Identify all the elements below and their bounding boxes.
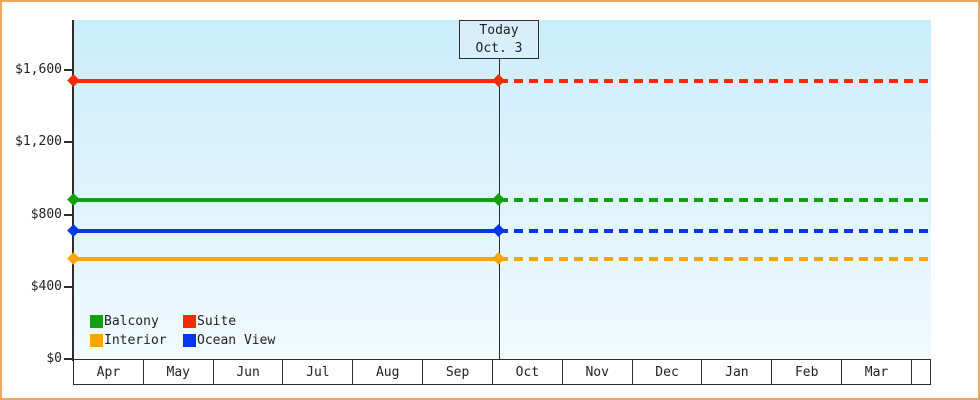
y-axis-tick-mark — [64, 286, 72, 288]
series-line-suite-solid — [74, 79, 499, 83]
series-line-ocean-view-solid — [74, 229, 499, 233]
y-axis-tick-mark — [64, 69, 72, 71]
y-axis-tick-label: $1,600 — [15, 62, 62, 77]
month-cell: Jan — [701, 360, 771, 384]
legend: Balcony Suite Interior Ocean View — [90, 312, 275, 350]
y-axis-tick-mark — [64, 214, 72, 216]
legend-swatch-ocean-view — [183, 334, 196, 347]
y-axis-tick-label: $1,200 — [15, 134, 62, 149]
plot-area — [74, 20, 931, 360]
month-cell: Apr — [73, 360, 143, 384]
x-axis-month-band: Apr May Jun Jul Aug Sep Oct Nov Dec Jan Feb Mar — [73, 360, 931, 385]
month-cell: Nov — [561, 360, 632, 384]
legend-label: Ocean View — [197, 333, 276, 348]
series-line-interior-dashed — [499, 257, 931, 261]
month-cell: May — [142, 360, 213, 384]
y-axis-tick-mark — [64, 141, 72, 143]
y-axis-tick-mark — [64, 358, 72, 360]
month-cell: Dec — [631, 360, 702, 384]
series-line-balcony-dashed — [499, 198, 931, 202]
legend-swatch-interior — [90, 334, 103, 347]
today-vertical-line — [499, 58, 500, 360]
legend-item-ocean-view: Ocean View — [183, 331, 275, 350]
legend-label: Suite — [197, 314, 237, 329]
month-cell-partial — [910, 360, 930, 384]
series-line-ocean-view-dashed — [499, 229, 931, 233]
legend-item-interior: Interior — [90, 331, 183, 350]
today-annotation-box: Today Oct. 3 — [459, 20, 539, 59]
today-date-label: Oct. 3 — [475, 41, 523, 56]
month-cell: Oct — [491, 360, 562, 384]
legend-item-balcony: Balcony — [90, 312, 183, 331]
month-cell: Jul — [282, 360, 352, 384]
month-cell: Aug — [352, 360, 422, 384]
today-label: Today — [479, 23, 519, 38]
series-line-interior-solid — [74, 257, 499, 261]
series-line-balcony-solid — [74, 198, 499, 202]
y-axis-tick-label: $800 — [30, 207, 62, 222]
month-cell: Jun — [212, 360, 283, 384]
y-axis-line — [72, 20, 74, 361]
legend-swatch-suite — [183, 315, 196, 328]
month-cell: Feb — [771, 360, 841, 384]
month-cell: Sep — [422, 360, 492, 384]
y-axis-tick-label: $400 — [30, 279, 62, 294]
legend-label: Interior — [104, 333, 167, 348]
y-axis-tick-label: $0 — [46, 351, 62, 366]
legend-item-suite: Suite — [183, 312, 275, 331]
legend-swatch-balcony — [90, 315, 103, 328]
series-line-suite-dashed — [499, 79, 931, 83]
legend-label: Balcony — [104, 314, 159, 329]
month-cell: Mar — [841, 360, 911, 384]
